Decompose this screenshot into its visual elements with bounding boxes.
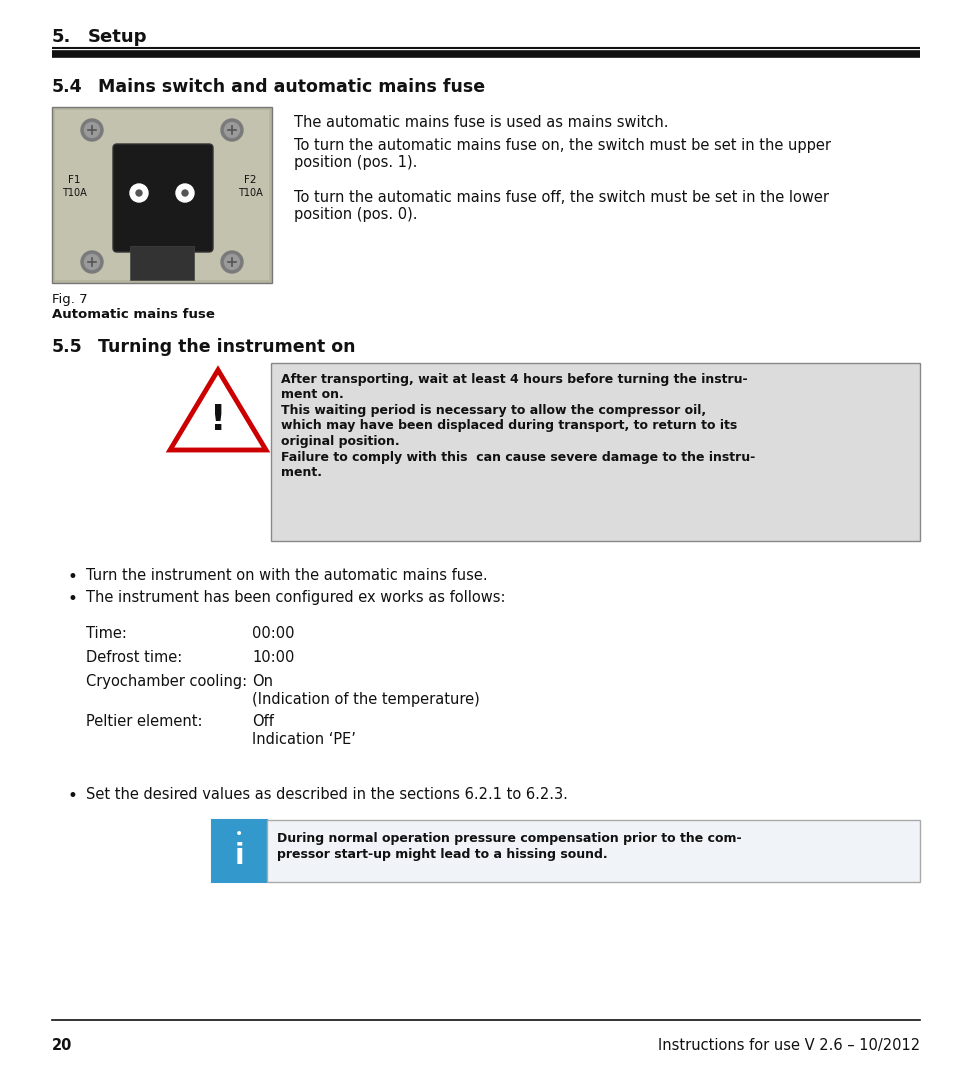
Circle shape <box>224 255 239 270</box>
FancyBboxPatch shape <box>55 110 269 280</box>
Text: On: On <box>252 674 273 689</box>
Text: 00:00: 00:00 <box>252 626 294 642</box>
Circle shape <box>175 184 193 202</box>
Circle shape <box>136 190 142 195</box>
Text: Indication ‘PE’: Indication ‘PE’ <box>252 732 355 747</box>
Text: Peltier element:: Peltier element: <box>86 714 202 729</box>
Text: During normal operation pressure compensation prior to the com-: During normal operation pressure compens… <box>276 832 740 845</box>
Text: 10:00: 10:00 <box>252 650 294 665</box>
Circle shape <box>85 122 99 137</box>
Text: 20: 20 <box>52 1038 72 1053</box>
Text: (Indication of the temperature): (Indication of the temperature) <box>252 692 479 707</box>
Text: 5.: 5. <box>52 28 71 46</box>
Text: ment.: ment. <box>281 465 322 480</box>
Text: Turn the instrument on with the automatic mains fuse.: Turn the instrument on with the automati… <box>86 568 487 583</box>
Text: position (pos. 1).: position (pos. 1). <box>294 154 416 170</box>
FancyBboxPatch shape <box>267 820 919 882</box>
Text: T10A: T10A <box>237 188 262 198</box>
Text: original position.: original position. <box>281 435 399 448</box>
Text: i: i <box>234 842 244 870</box>
Text: 5.5: 5.5 <box>52 338 83 356</box>
Text: This waiting period is necessary to allow the compressor oil,: This waiting period is necessary to allo… <box>281 404 705 417</box>
Text: !: ! <box>210 403 226 436</box>
Text: •: • <box>68 787 78 805</box>
Circle shape <box>221 119 243 141</box>
Circle shape <box>221 251 243 273</box>
Text: F2: F2 <box>244 175 256 185</box>
Text: The automatic mains fuse is used as mains switch.: The automatic mains fuse is used as main… <box>294 114 668 130</box>
Circle shape <box>81 251 103 273</box>
Text: The instrument has been configured ex works as follows:: The instrument has been configured ex wo… <box>86 590 505 605</box>
Text: position (pos. 0).: position (pos. 0). <box>294 206 417 221</box>
Polygon shape <box>170 370 266 450</box>
FancyBboxPatch shape <box>130 246 193 280</box>
Text: To turn the automatic mains fuse on, the switch must be set in the upper: To turn the automatic mains fuse on, the… <box>294 138 830 153</box>
Text: Instructions for use V 2.6 – 10/2012: Instructions for use V 2.6 – 10/2012 <box>658 1038 919 1053</box>
FancyBboxPatch shape <box>112 144 213 252</box>
Text: Automatic mains fuse: Automatic mains fuse <box>52 308 214 321</box>
FancyBboxPatch shape <box>212 820 267 882</box>
Circle shape <box>81 119 103 141</box>
Circle shape <box>130 184 148 202</box>
Text: which may have been displaced during transport, to return to its: which may have been displaced during tra… <box>281 419 737 432</box>
Text: Off: Off <box>252 714 274 729</box>
Text: pressor start-up might lead to a hissing sound.: pressor start-up might lead to a hissing… <box>276 848 607 861</box>
Text: Fig. 7: Fig. 7 <box>52 293 88 306</box>
Text: Cryochamber cooling:: Cryochamber cooling: <box>86 674 247 689</box>
Text: To turn the automatic mains fuse off, the switch must be set in the lower: To turn the automatic mains fuse off, th… <box>294 190 828 205</box>
Circle shape <box>85 255 99 270</box>
Text: Defrost time:: Defrost time: <box>86 650 182 665</box>
Text: F1: F1 <box>68 175 80 185</box>
Text: Setup: Setup <box>88 28 148 46</box>
Text: •: • <box>235 827 243 841</box>
Circle shape <box>182 190 188 195</box>
Text: Set the desired values as described in the sections 6.2.1 to 6.2.3.: Set the desired values as described in t… <box>86 787 567 802</box>
Circle shape <box>224 122 239 137</box>
Text: T10A: T10A <box>62 188 87 198</box>
Text: •: • <box>68 590 78 608</box>
Text: ment on.: ment on. <box>281 389 343 402</box>
Text: After transporting, wait at least 4 hours before turning the instru-: After transporting, wait at least 4 hour… <box>281 373 747 386</box>
Text: •: • <box>68 568 78 586</box>
Text: 5.4: 5.4 <box>52 78 83 96</box>
Text: Time:: Time: <box>86 626 127 642</box>
Text: Failure to comply with this  can cause severe damage to the instru-: Failure to comply with this can cause se… <box>281 450 755 463</box>
Text: Mains switch and automatic mains fuse: Mains switch and automatic mains fuse <box>98 78 485 96</box>
FancyBboxPatch shape <box>271 363 919 541</box>
Text: Turning the instrument on: Turning the instrument on <box>98 338 355 356</box>
FancyBboxPatch shape <box>52 107 272 283</box>
